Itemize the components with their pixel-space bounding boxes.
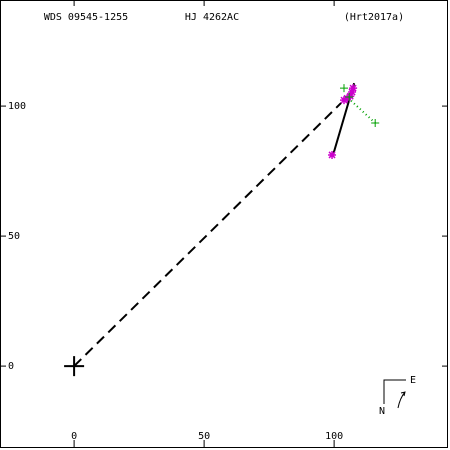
x-tick-label: 50: [198, 431, 210, 442]
plus-marker: [339, 84, 348, 93]
plus-marker: [345, 92, 354, 101]
orbit-line: [73, 102, 342, 367]
measure-marker: [339, 96, 348, 105]
compass-east: E: [410, 375, 416, 386]
wds-id: WDS 09545-1255: [44, 12, 128, 23]
orbit-line: [347, 97, 376, 124]
compass-arrow: [397, 391, 406, 409]
x-tick-label: 100: [325, 431, 343, 442]
compass-north: N: [379, 406, 385, 417]
measure-marker: [349, 84, 358, 93]
measure-marker: [328, 150, 337, 159]
compass-axes: [383, 379, 406, 404]
x-tick-label: 0: [71, 431, 77, 442]
plus-marker: [371, 118, 380, 127]
y-tick-label: 0: [8, 361, 14, 372]
pair-name: HJ 4262AC: [185, 12, 239, 23]
measure-marker: [346, 92, 355, 101]
compass: N E: [379, 375, 416, 417]
primary-star: [64, 356, 85, 377]
y-tick-label: 50: [8, 231, 20, 242]
reference: (Hrt2017a): [344, 12, 404, 23]
measure-marker: [348, 88, 357, 97]
y-tick-label: 100: [8, 101, 26, 112]
